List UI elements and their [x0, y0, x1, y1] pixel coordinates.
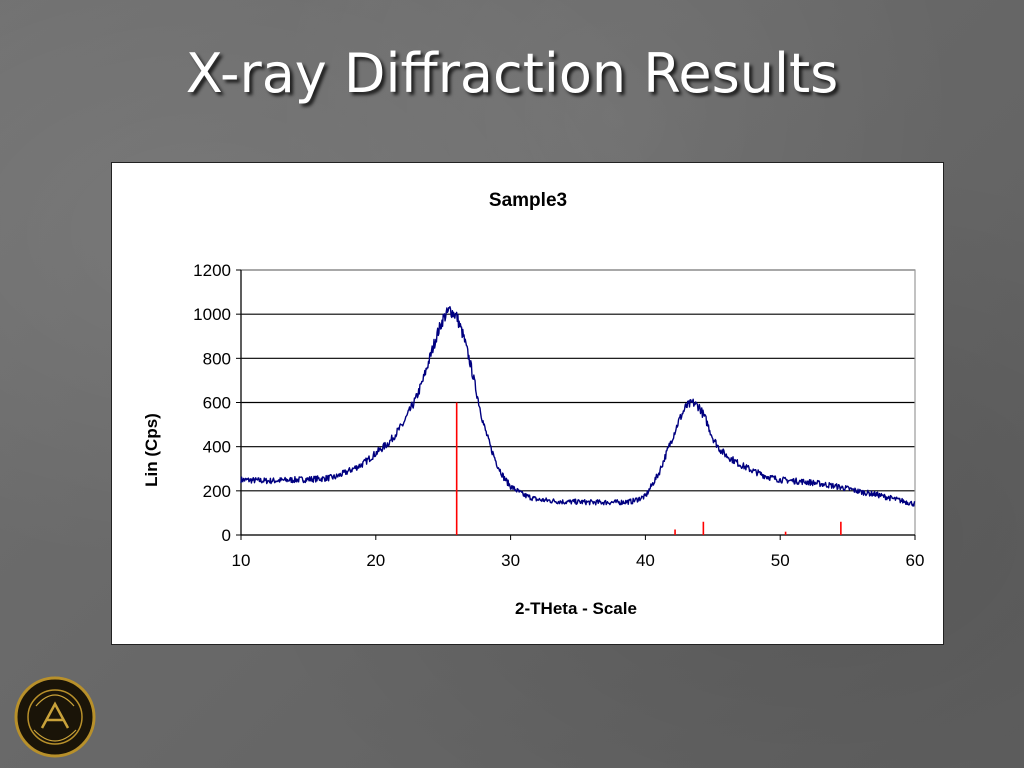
y-tick-label: 400 — [203, 438, 231, 457]
university-seal-icon — [14, 676, 96, 758]
y-tick-label: 200 — [203, 482, 231, 501]
x-tick-label: 60 — [906, 551, 925, 570]
y-tick-label: 600 — [203, 394, 231, 413]
y-tick-label: 0 — [222, 526, 231, 545]
y-tick-label: 1000 — [193, 305, 231, 324]
series-line — [240, 306, 916, 507]
x-tick-label: 10 — [232, 551, 251, 570]
y-axis-label: Lin (Cps) — [142, 413, 161, 487]
xrd-chart: Sample3 Lin (Cps) 2-THeta - Scale 0 200 40… — [142, 190, 925, 618]
x-tick-label: 50 — [771, 551, 790, 570]
x-axis-label: 2-THeta - Scale — [515, 599, 637, 618]
x-tick-label: 30 — [501, 551, 520, 570]
chart-title: Sample3 — [489, 190, 567, 211]
y-tick-label: 1200 — [193, 261, 231, 280]
slide-title: X-ray Diffraction Results — [185, 42, 839, 105]
y-tick-label: 800 — [203, 349, 231, 368]
x-tick-label: 20 — [366, 551, 385, 570]
x-tick-label: 40 — [636, 551, 655, 570]
chart-frame: Sample3 Lin (Cps) 2-THeta - Scale 0 200 40… — [111, 162, 944, 645]
